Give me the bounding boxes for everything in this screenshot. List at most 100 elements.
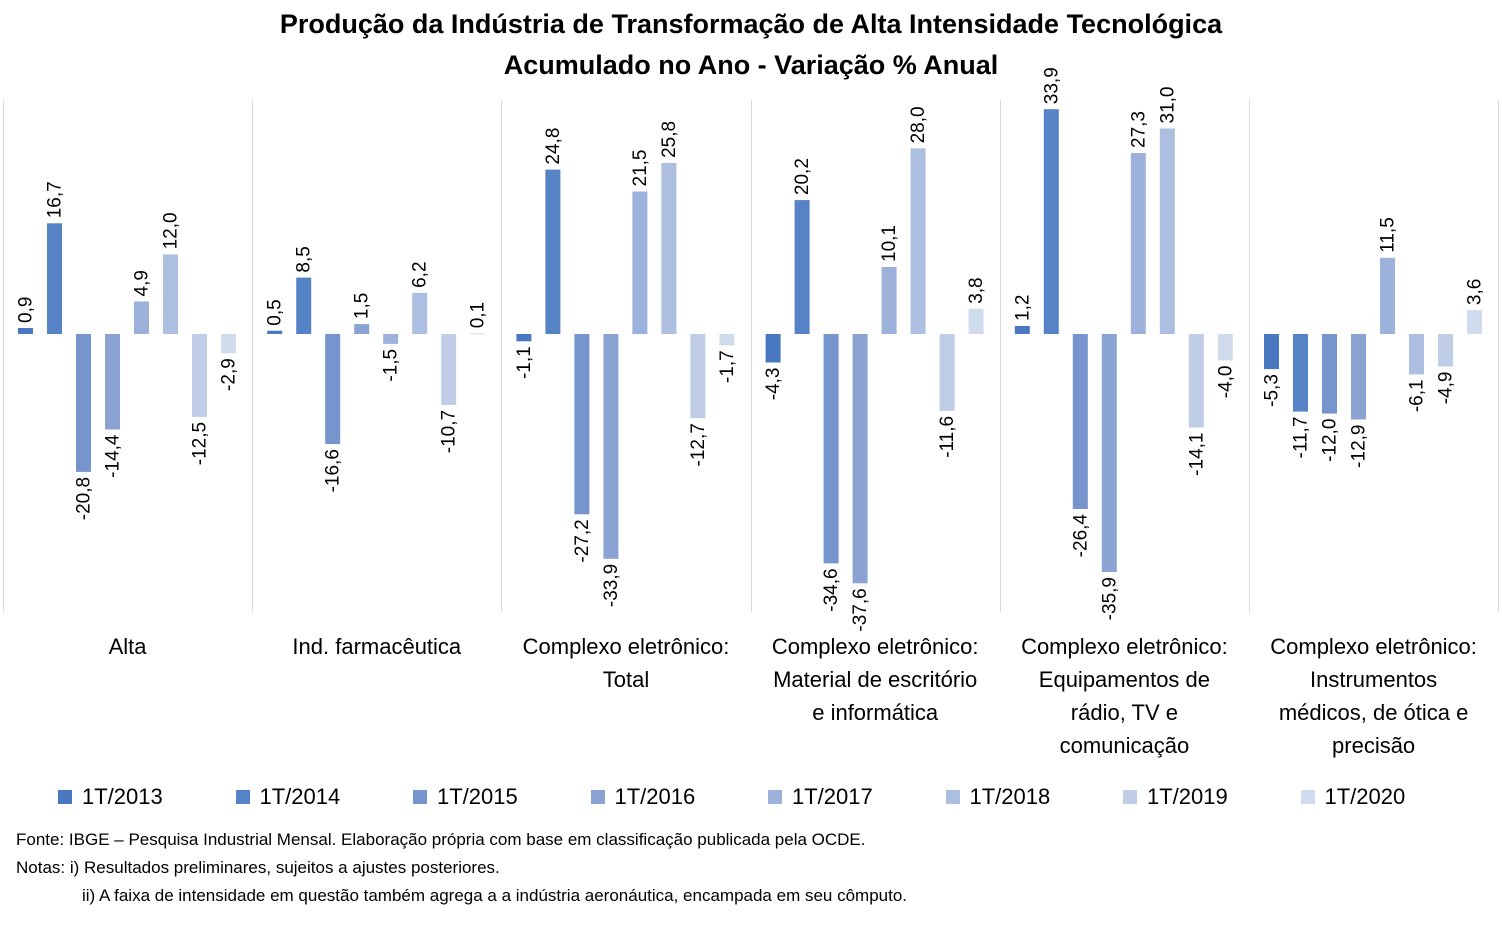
data-label: 8,5	[294, 246, 315, 272]
data-label: 11,5	[1378, 217, 1399, 253]
category-label: Complexo eletrônico: Material de escritór…	[772, 634, 979, 725]
category-label: Complexo eletrônico: Equipamentos de rádio…	[1021, 634, 1228, 758]
legend-label: 1T/2016	[614, 784, 696, 809]
bar	[1293, 334, 1308, 412]
data-label: -12,9	[1349, 425, 1370, 468]
bars-group	[18, 109, 1482, 584]
legend-item: 1T/2018	[945, 784, 1124, 810]
data-label: -16,6	[323, 449, 344, 492]
bar	[470, 333, 486, 335]
data-label: 16,7	[45, 181, 66, 218]
category-label-line: Total	[603, 667, 649, 692]
bar	[1101, 334, 1117, 572]
data-label: -1,1	[514, 346, 535, 379]
bar	[632, 191, 648, 334]
data-label: -33,9	[601, 564, 622, 607]
data-label: -6,1	[1407, 379, 1428, 412]
data-label: 1,2	[1012, 295, 1033, 321]
data-label: 25,8	[659, 121, 680, 158]
legend-item: 1T/2015	[413, 784, 591, 810]
data-label: 0,1	[468, 302, 489, 328]
bar	[18, 328, 33, 334]
legend-swatch	[768, 790, 782, 804]
bar	[881, 267, 897, 334]
legend-item: 1T/2013	[58, 784, 236, 810]
legend-item: 1T/2020	[1300, 784, 1479, 810]
bar	[163, 254, 178, 334]
category-label-line: Equipamentos de	[1039, 667, 1210, 692]
category-label-line: precisão	[1332, 733, 1415, 758]
note-1: Notas: i) Resultados preliminares, sujei…	[16, 858, 500, 877]
category-label: Ind. farmacêutica	[292, 634, 462, 659]
bar	[1380, 257, 1395, 334]
bar	[267, 330, 283, 334]
legend: 1T/2013 1T/2014 1T/2015 1T/2016 1T/2017 1T/20…	[58, 782, 1478, 812]
data-label: 33,9	[1041, 67, 1062, 104]
bar	[134, 301, 149, 334]
data-label: -5,3	[1262, 374, 1283, 407]
bar	[192, 334, 207, 417]
data-label: 27,3	[1128, 111, 1149, 148]
data-label: -12,7	[688, 423, 709, 466]
bar	[545, 169, 561, 334]
data-label: -4,9	[1436, 372, 1457, 405]
bar	[1072, 334, 1088, 509]
data-label: -11,7	[1291, 417, 1312, 459]
footnotes: Fonte: IBGE – Pesquisa Industrial Mensal…	[16, 826, 907, 910]
data-label: -2,9	[219, 358, 240, 391]
bar	[296, 277, 312, 334]
data-label: 24,8	[543, 128, 564, 165]
category-label-line: Alta	[109, 634, 148, 659]
category-separators	[3, 100, 1499, 612]
bar	[1130, 153, 1146, 334]
bar	[354, 324, 370, 334]
chart-title: Produção da Indústria de Transformação d…	[280, 9, 1223, 39]
bar	[76, 334, 91, 472]
bar	[603, 334, 619, 559]
bar	[661, 162, 677, 334]
data-label: -12,5	[190, 422, 211, 465]
category-label: Complexo eletrônico: Instrumentos médicos,…	[1270, 634, 1477, 758]
category-label: Complexo eletrônico: Total	[523, 634, 730, 692]
bar	[221, 334, 236, 354]
bar	[719, 334, 735, 346]
value-labels-group: 0,9 16,7 -20,8 -14,4 4,9 12,0 -12,5 -2,9 0,5 8,5 -…	[16, 67, 1486, 631]
data-label: -14,1	[1186, 433, 1207, 476]
category-label-line: e informática	[812, 700, 939, 725]
bar	[412, 292, 428, 334]
bar	[383, 334, 399, 344]
data-label: -10,7	[439, 410, 460, 453]
data-label: 3,6	[1465, 279, 1486, 305]
bar	[441, 334, 457, 405]
bar	[1351, 334, 1366, 420]
legend-label: 1T/2013	[82, 784, 163, 809]
data-label: 4,9	[132, 270, 153, 296]
data-label: 31,0	[1157, 87, 1178, 124]
legend-item: 1T/2019	[1123, 784, 1301, 810]
category-label-line: Complexo eletrônico:	[1021, 634, 1228, 659]
bar	[1438, 334, 1453, 367]
legend-label: 1T/2019	[1147, 784, 1228, 809]
data-label: -4,0	[1215, 366, 1236, 399]
category-label-line: Instrumentos	[1310, 667, 1437, 692]
bar	[765, 334, 781, 363]
legend-label: 1T/2014	[259, 784, 341, 809]
legend-swatch	[235, 790, 250, 804]
source-note: Fonte: IBGE – Pesquisa Industrial Mensal…	[16, 830, 866, 849]
legend-swatch	[1300, 790, 1315, 804]
category-label-line: médicos, de ótica e	[1279, 700, 1469, 725]
category-label: Alta	[109, 634, 148, 659]
category-labels-group: Alta Ind. farmacêutica Complexo eletrônico…	[109, 634, 1477, 758]
data-label: -27,2	[572, 519, 593, 562]
bar	[47, 223, 62, 334]
data-label: 20,2	[792, 158, 813, 195]
bar	[823, 334, 839, 564]
bar	[1217, 334, 1233, 361]
data-label: 28,0	[908, 106, 929, 143]
data-label: -11,6	[937, 416, 958, 458]
legend-swatch	[413, 790, 427, 804]
legend-label: 1T/2017	[792, 784, 873, 809]
data-label: 10,1	[879, 225, 900, 262]
data-label: -14,4	[103, 434, 124, 478]
legend-swatch	[590, 790, 605, 804]
